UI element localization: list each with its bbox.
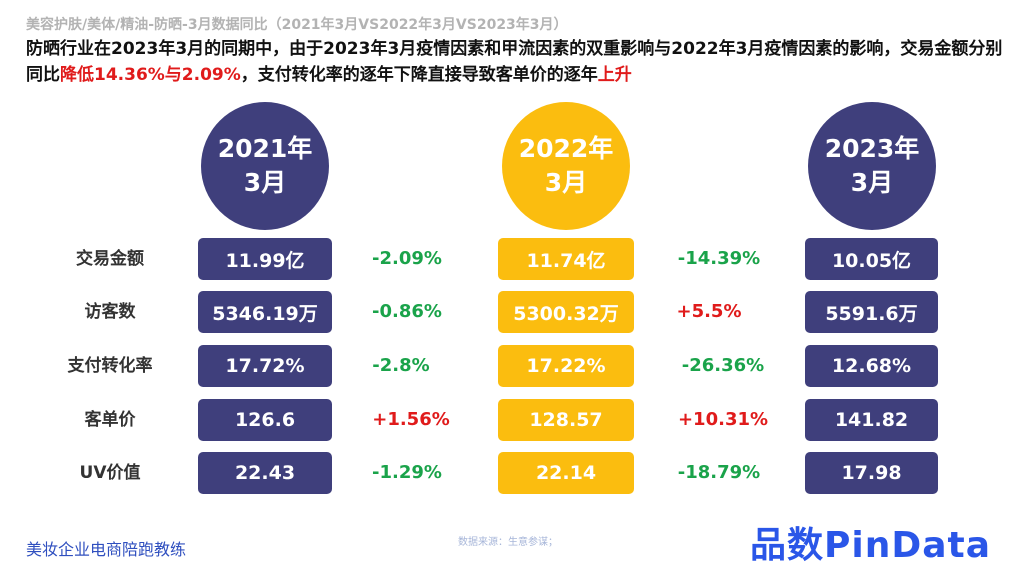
value-2023-gmv: 10.05亿 (805, 238, 938, 280)
change-22-23-avg-order-value: +10.31% (677, 409, 769, 430)
year-circle-2022-line1: 2022年 (518, 134, 614, 163)
headline-text-1: 防晒行业在2023年3月的同期中，由于2023年3月疫情因素和甲流因素的双重影响… (26, 39, 1003, 85)
change-22-23-conversion-rate: -26.36% (681, 355, 765, 376)
headline-text-2: ，支付转化率的逐年下降直接导致客单价的逐年 (240, 65, 598, 85)
year-circle-2021-line1: 2021年 (217, 134, 313, 163)
pindata-logo: 品数PinData (750, 525, 992, 566)
year-circle-2022: 2022年 3月 (502, 102, 630, 230)
data-source-note: 数据来源：生意参谋； (458, 537, 558, 548)
row-label-conversion-rate: 支付转化率 (67, 356, 153, 376)
row-label-visitors: 访客数 (84, 302, 136, 322)
value-2023-visitors: 5591.6万 (805, 291, 938, 333)
value-2022-avg-order-value: 128.57 (498, 399, 634, 441)
value-2021-visitors: 5346.19万 (198, 291, 332, 333)
year-circle-2021: 2021年 3月 (201, 102, 329, 230)
footer-brand-text: 美妆企业电商陪跑教练 (26, 540, 187, 559)
change-22-23-visitors: +5.5% (676, 301, 742, 322)
headline: 防晒行业在2023年3月的同期中，由于2023年3月疫情因素和甲流因素的双重影响… (26, 36, 1016, 88)
change-21-22-visitors: -0.86% (372, 301, 442, 322)
year-circle-2023: 2023年 3月 (808, 102, 936, 230)
value-2023-avg-order-value: 141.82 (805, 399, 938, 441)
value-2022-uv-value: 22.14 (498, 452, 634, 494)
change-21-22-avg-order-value: +1.56% (372, 409, 450, 430)
value-2022-gmv: 11.74亿 (498, 238, 634, 280)
value-2023-conversion-rate: 12.68% (805, 345, 938, 387)
row-label-uv-value: UV价值 (79, 463, 141, 483)
value-2022-visitors: 5300.32万 (498, 291, 634, 333)
year-circle-2023-line1: 2023年 (824, 134, 920, 163)
value-2021-uv-value: 22.43 (198, 452, 332, 494)
year-circle-2021-line2: 3月 (243, 168, 287, 197)
value-2021-conversion-rate: 17.72% (198, 345, 332, 387)
row-label-avg-order-value: 客单价 (84, 410, 136, 430)
page-subtitle: 美容护肤/美体/精油-防晒-3月数据同比（2021年3月VS2022年3月VS2… (26, 17, 568, 33)
year-circle-2022-line2: 3月 (544, 168, 588, 197)
value-2023-uv-value: 17.98 (805, 452, 938, 494)
change-21-22-gmv: -2.09% (372, 248, 442, 269)
year-circle-2023-line2: 3月 (850, 168, 894, 197)
headline-highlight-1: 降低14.36%与2.09% (60, 65, 241, 85)
change-22-23-uv-value: -18.79% (677, 462, 761, 483)
value-2021-gmv: 11.99亿 (198, 238, 332, 280)
change-21-22-conversion-rate: -2.8% (372, 355, 430, 376)
change-22-23-gmv: -14.39% (677, 248, 761, 269)
value-2021-avg-order-value: 126.6 (198, 399, 332, 441)
row-label-gmv: 交易金额 (76, 249, 144, 269)
value-2022-conversion-rate: 17.22% (498, 345, 634, 387)
change-21-22-uv-value: -1.29% (372, 462, 442, 483)
headline-highlight-2: 上升 (597, 65, 632, 85)
